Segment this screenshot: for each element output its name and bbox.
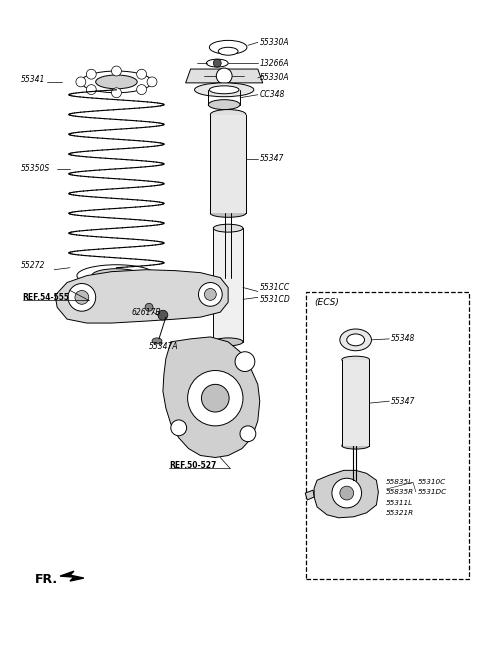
Circle shape <box>86 69 96 79</box>
Text: 55321R: 55321R <box>386 510 414 516</box>
Polygon shape <box>55 269 228 323</box>
Text: REF.54-555: REF.54-555 <box>23 293 70 302</box>
Text: 55348: 55348 <box>391 334 416 344</box>
Polygon shape <box>305 490 314 500</box>
Text: 5531CD: 5531CD <box>260 295 290 304</box>
Circle shape <box>235 351 255 371</box>
Text: 55347: 55347 <box>260 154 284 164</box>
Ellipse shape <box>213 338 243 346</box>
Circle shape <box>111 66 121 76</box>
Circle shape <box>213 59 221 67</box>
Circle shape <box>202 384 229 412</box>
Ellipse shape <box>209 86 239 94</box>
Ellipse shape <box>213 224 243 232</box>
Text: 5531DC: 5531DC <box>418 489 447 495</box>
Ellipse shape <box>209 40 247 55</box>
Ellipse shape <box>107 271 126 280</box>
Text: 55835R: 55835R <box>386 489 414 495</box>
Text: 13266A: 13266A <box>260 58 289 68</box>
Circle shape <box>199 283 222 306</box>
Ellipse shape <box>92 269 141 283</box>
Polygon shape <box>186 69 263 83</box>
Ellipse shape <box>342 356 370 363</box>
Circle shape <box>332 478 361 508</box>
Text: 55311L: 55311L <box>386 500 413 506</box>
Circle shape <box>86 85 96 95</box>
Ellipse shape <box>347 334 364 346</box>
Ellipse shape <box>152 338 162 344</box>
Text: 55347A: 55347A <box>149 342 179 351</box>
Text: 55272: 55272 <box>21 261 45 270</box>
Circle shape <box>75 290 89 304</box>
Text: 5531CC: 5531CC <box>260 283 290 292</box>
Circle shape <box>188 371 243 426</box>
Circle shape <box>340 486 354 500</box>
Bar <box>213 228 243 342</box>
Ellipse shape <box>96 75 137 89</box>
Ellipse shape <box>77 265 156 286</box>
Text: 55347: 55347 <box>391 397 416 405</box>
Text: (ECS): (ECS) <box>314 298 339 307</box>
Circle shape <box>145 304 153 311</box>
Circle shape <box>68 284 96 311</box>
Circle shape <box>204 288 216 300</box>
Text: 55330A: 55330A <box>260 38 289 47</box>
Polygon shape <box>60 571 84 581</box>
Ellipse shape <box>194 83 254 97</box>
Polygon shape <box>314 470 378 518</box>
Ellipse shape <box>208 100 240 110</box>
Circle shape <box>171 420 187 436</box>
Circle shape <box>137 69 146 79</box>
Text: 55341: 55341 <box>21 76 45 84</box>
Circle shape <box>240 426 256 442</box>
Circle shape <box>216 68 232 84</box>
Circle shape <box>158 310 168 320</box>
Text: 55330A: 55330A <box>260 74 289 82</box>
Bar <box>342 359 370 445</box>
Ellipse shape <box>218 47 238 55</box>
Text: 55310C: 55310C <box>418 479 446 486</box>
Circle shape <box>111 88 121 98</box>
Ellipse shape <box>81 71 152 93</box>
Ellipse shape <box>342 442 370 449</box>
Ellipse shape <box>340 329 372 351</box>
Polygon shape <box>163 337 260 457</box>
Bar <box>210 114 246 214</box>
Circle shape <box>147 77 157 87</box>
Ellipse shape <box>210 110 246 120</box>
Text: REF.50-527: REF.50-527 <box>169 461 216 470</box>
Circle shape <box>137 85 146 95</box>
Ellipse shape <box>210 210 246 217</box>
Bar <box>306 292 469 579</box>
Circle shape <box>76 77 86 87</box>
Text: 55350S: 55350S <box>21 164 50 173</box>
Text: 55835L: 55835L <box>386 479 413 486</box>
Text: 62617B: 62617B <box>131 307 161 317</box>
Text: FR.: FR. <box>35 572 58 585</box>
Ellipse shape <box>206 59 228 67</box>
Text: CC348: CC348 <box>260 90 285 99</box>
